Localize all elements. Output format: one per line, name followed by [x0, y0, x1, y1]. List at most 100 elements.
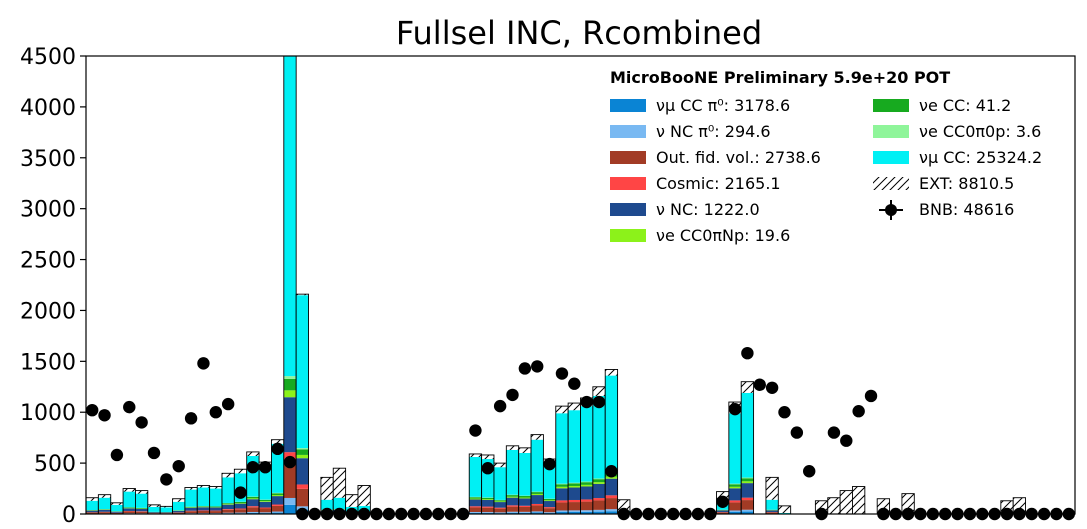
- bar-nu_nc-12: [234, 503, 247, 509]
- bnb-point-12: [234, 486, 247, 499]
- bar-ext-13: [246, 451, 260, 456]
- bar-nu_nc-31: [469, 499, 482, 507]
- bar-cosmic-39: [568, 499, 581, 503]
- bar-nu_nc-41: [592, 483, 606, 499]
- bnb-point-55: [765, 381, 779, 394]
- bnb-point-51: [716, 495, 729, 508]
- legend-label-nue_cc0pinp: νe CC0πNp: 19.6: [656, 226, 790, 245]
- bar-nu_nc-36: [531, 495, 544, 504]
- bar-nue_cc-14: [259, 499, 272, 502]
- bar-ext-7: [172, 498, 185, 502]
- bar-nu_nc-4: [135, 508, 149, 512]
- bar-ext-35: [518, 447, 532, 453]
- bar-nue_cc0pi0p-17: [296, 448, 309, 450]
- legend-entry-out_fid: Out. fid. vol.: 2738.6: [610, 148, 821, 167]
- legend-entry-nu_nc: ν NC: 1222.0: [610, 200, 760, 219]
- bnb-points: [85, 346, 1076, 521]
- bar-ext-32: [481, 454, 494, 460]
- ytick-label-0: 0: [62, 503, 76, 528]
- ytick-label-3: 1500: [20, 350, 76, 375]
- bar-out_fid-1: [98, 512, 111, 514]
- bar-ext-41: [592, 386, 606, 396]
- bar-nu_nc-0: [86, 510, 99, 513]
- bar-numu_cc-31: [469, 457, 482, 497]
- bar-nue_cc0pinp-37: [543, 500, 556, 502]
- bar-out_fid-8: [184, 511, 198, 514]
- bar-nu_nc-6: [160, 512, 173, 514]
- legend-swatch-numu_cc: [873, 151, 909, 164]
- bar-cosmic-33: [493, 507, 507, 509]
- bar-nu_nc_pi0-40: [580, 510, 594, 512]
- bar-numu_cc-42: [605, 375, 618, 473]
- bar-numu_cc-19: [320, 499, 334, 510]
- bar-nu_nc-15: [271, 496, 284, 505]
- bar-nue_cc0pi0p-40: [580, 481, 594, 483]
- bar-numu_cc-3: [123, 491, 136, 508]
- legend-swatch-numu_cc_pi0: [610, 99, 646, 112]
- bar-numu_cc-0: [86, 500, 99, 511]
- bar-nue_cc0pinp-34: [506, 496, 519, 498]
- bar-nu_nc-37: [543, 501, 556, 508]
- y-axis: 0 500 1000 1500 2000 2500 3000 3500 4000 4500: [20, 45, 86, 528]
- legend-label-nue_cc: νe CC: 41.2: [919, 96, 1011, 115]
- bar-nue_cc-34: [506, 495, 519, 497]
- legend-label-nu_nc_pi0: ν NC π⁰: 294.6: [656, 122, 771, 141]
- legend-entry-nue_cc: νe CC: 41.2: [873, 96, 1011, 115]
- bnb-point-0: [85, 403, 99, 417]
- bnb-point-60: [827, 426, 841, 439]
- legend-swatch-nue_cc0pinp: [610, 229, 646, 242]
- bar-numu_cc-40: [580, 406, 594, 482]
- bar-nue_cc0pinp-39: [568, 485, 581, 488]
- bar-nu_nc-11: [221, 504, 235, 510]
- bar-nu_nc-10: [209, 507, 223, 511]
- bar-ext-60: [827, 497, 841, 514]
- bar-nu_nc-40: [580, 486, 594, 500]
- ytick-label-8: 4000: [20, 96, 76, 121]
- bnb-point-54: [753, 378, 766, 391]
- bar-out_fid-38: [555, 502, 569, 511]
- bnb-point-56: [778, 406, 791, 419]
- legend-entry-nue_cc0pi0p: νe CC0π0p: 3.6: [873, 122, 1041, 141]
- legend-swatch-nue_cc0pi0p: [873, 125, 909, 138]
- bar-out_fid-36: [531, 505, 544, 512]
- bar-out_fid-12: [234, 509, 247, 513]
- bar-nue_cc-31: [469, 497, 482, 499]
- bar-cosmic-52: [728, 500, 742, 503]
- bar-numu_cc_pi0-38: [555, 511, 569, 514]
- bar-cosmic-41: [592, 498, 606, 501]
- bar-numu_cc_pi0-53: [741, 511, 754, 514]
- bar-ext-17: [296, 294, 309, 296]
- bnb-point-37: [543, 457, 556, 471]
- bar-nue_cc0pinp-41: [592, 482, 606, 484]
- bar-nu_nc-1: [98, 509, 111, 512]
- bar-nue_cc0pi0p-38: [555, 483, 569, 485]
- bar-nue_cc0pinp-11: [221, 504, 235, 505]
- bar-nu_nc_pi0-33: [493, 512, 507, 514]
- bar-numu_cc_pi0-41: [592, 511, 606, 514]
- bar-ext-53: [741, 381, 754, 393]
- ytick-label-7: 3500: [20, 147, 76, 172]
- bar-ext-21: [345, 494, 358, 507]
- bar-nu_nc_pi0-13: [246, 511, 260, 513]
- bar-out_fid-53: [741, 500, 754, 510]
- bar-numu_cc-4: [135, 493, 149, 508]
- bnb-point-6: [160, 473, 173, 486]
- bar-numu_cc-14: [259, 466, 272, 500]
- bar-out_fid-41: [592, 500, 606, 510]
- bar-nue_cc-15: [271, 493, 284, 496]
- bar-nu_nc_pi0-39: [568, 510, 581, 512]
- bnb-point-9: [197, 357, 210, 370]
- legend-title: MicroBooNE Preliminary 5.9e+20 POT: [610, 68, 950, 87]
- bar-nu_nc-52: [728, 488, 742, 501]
- bar-nue_cc0pinp-17: [296, 454, 309, 459]
- bar-out_fid-16: [283, 461, 297, 498]
- bar-nu_nc_pi0-12: [234, 512, 247, 514]
- bar-nu_nc-38: [555, 488, 569, 501]
- bar-cosmic-42: [605, 495, 618, 499]
- ytick-label-4: 2000: [20, 299, 76, 324]
- bnb-point-8: [184, 412, 198, 425]
- bar-nu_nc-34: [506, 497, 519, 506]
- bar-ext-20: [333, 468, 346, 498]
- bar-out_fid-2: [110, 512, 124, 514]
- bar-cosmic-37: [543, 507, 556, 509]
